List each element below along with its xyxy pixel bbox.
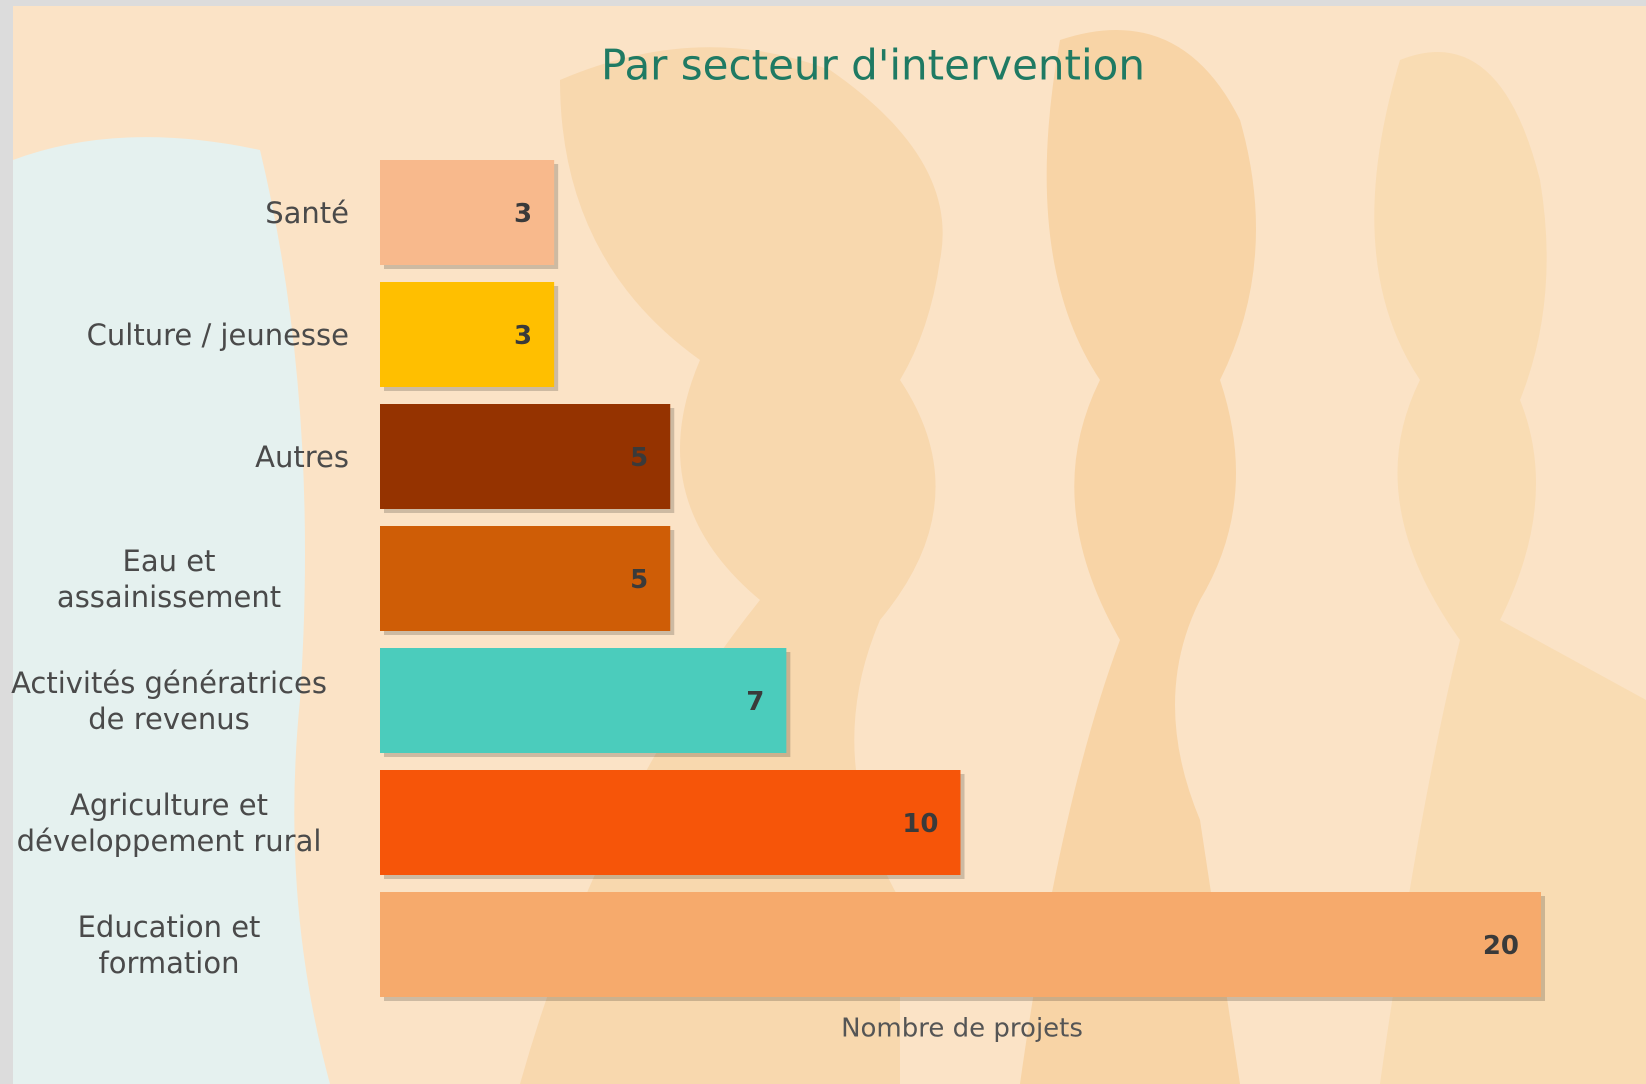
value-label: 7 xyxy=(746,687,764,717)
category-label: Eau et assainissement xyxy=(0,543,349,615)
chart-title: Par secteur d'intervention xyxy=(601,41,1145,90)
value-label: 10 xyxy=(902,809,938,839)
category-label: Activités génératrices de revenus xyxy=(0,665,349,737)
category-label: Santé xyxy=(0,195,349,231)
value-label: 3 xyxy=(514,321,532,351)
value-label: 5 xyxy=(630,443,648,473)
category-label: Autres xyxy=(0,439,349,475)
bar xyxy=(380,526,670,631)
value-label: 5 xyxy=(630,565,648,595)
bar xyxy=(380,892,1541,997)
value-label: 3 xyxy=(514,199,532,229)
category-label: Education et formation xyxy=(0,909,349,981)
axis-label: Nombre de projets xyxy=(841,1014,1083,1044)
bar xyxy=(380,770,961,875)
category-label: Agriculture et développement rural xyxy=(0,787,349,859)
bar xyxy=(380,648,786,753)
value-label: 20 xyxy=(1483,931,1519,961)
category-label: Culture / jeunesse xyxy=(0,317,349,353)
bar xyxy=(380,404,670,509)
page: Par secteur d'intervention Nombre de pro… xyxy=(0,0,1646,1084)
